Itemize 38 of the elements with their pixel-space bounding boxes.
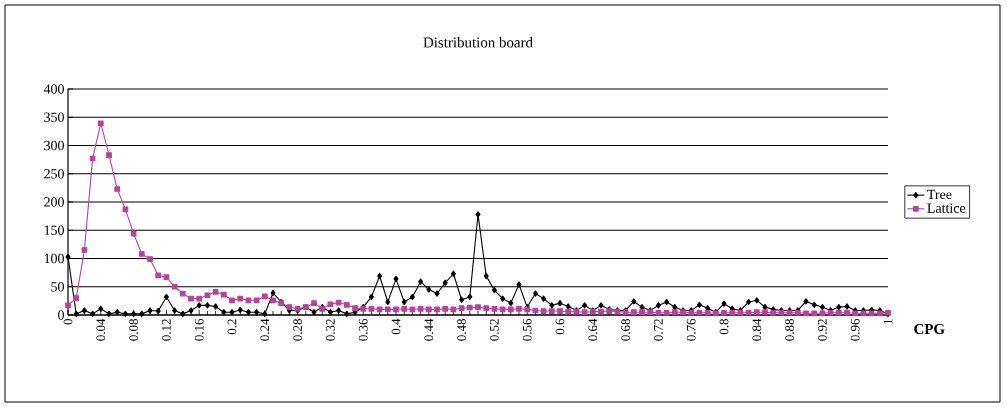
x-tick-label: 0.16 xyxy=(194,318,204,341)
x-tick-label: 0.6 xyxy=(555,318,565,335)
x-tick-label: 0.92 xyxy=(818,319,827,341)
x-tick-label: 0.32 xyxy=(326,319,335,341)
x-tick-label: 0.84 xyxy=(752,318,762,341)
x-tick-label: 0.48 xyxy=(457,319,467,341)
y-tick-label: 200 xyxy=(44,197,64,207)
x-tick-label: 0.96 xyxy=(850,318,860,341)
x-tick-label: 0 xyxy=(63,319,73,325)
x-axis-title: CPG xyxy=(914,323,945,335)
y-tick-label: 100 xyxy=(44,253,64,264)
x-tick-label: 0.68 xyxy=(621,319,631,341)
y-tick-label: 150 xyxy=(44,225,64,235)
legend-label: Lattice xyxy=(927,203,966,213)
x-tick-label: 0.52 xyxy=(490,319,499,341)
x-tick-label: 0.12 xyxy=(162,319,171,341)
y-tick-label: 50 xyxy=(51,282,64,292)
x-tick-label: 0.08 xyxy=(129,319,139,341)
x-tick-label: 0.2 xyxy=(227,319,237,335)
x-tick-label: 0.4 xyxy=(391,318,401,335)
x-tick-label: 0.64 xyxy=(588,318,598,341)
chart-title: Distribution board xyxy=(423,37,533,48)
x-tick-label: 0.88 xyxy=(785,319,795,341)
x-tick-label: 0.8 xyxy=(719,319,729,335)
x-tick-label: 0.44 xyxy=(424,318,434,341)
x-tick-label: 0.28 xyxy=(293,319,303,341)
x-tick-label: 0.76 xyxy=(686,318,696,341)
x-tick-label: 0.56 xyxy=(522,318,532,341)
x-tick-label: 0.72 xyxy=(654,319,663,341)
y-tick-label: 400 xyxy=(43,84,64,94)
legend-label: Tree xyxy=(927,189,952,200)
y-tick-label: 250 xyxy=(44,169,64,179)
x-tick-label: 1 xyxy=(883,319,893,324)
x-tick-label: 0.36 xyxy=(358,318,368,341)
y-tick-label: 300 xyxy=(44,140,64,151)
x-tick-label: 0.04 xyxy=(96,318,106,341)
x-tick-label: 0.24 xyxy=(260,318,270,341)
y-tick-label: 350 xyxy=(44,112,64,122)
